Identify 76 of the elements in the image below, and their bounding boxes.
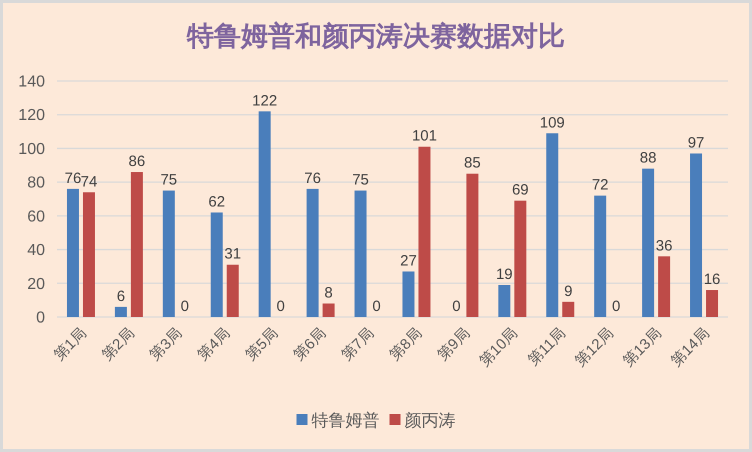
- x-tick-label: 第6局: [290, 324, 330, 364]
- bar: [82, 192, 95, 317]
- bar: [226, 264, 239, 317]
- x-tick-label: 第11局: [524, 324, 570, 370]
- bar: [130, 172, 143, 317]
- bar: [594, 196, 606, 317]
- bar: [258, 111, 271, 317]
- x-tick-label: 第8局: [386, 324, 426, 364]
- x-tick-label: 第7局: [338, 324, 378, 364]
- bar: [706, 290, 718, 317]
- data-label: 0: [452, 298, 461, 315]
- bar: [162, 190, 175, 317]
- x-tick-label: 第10局: [476, 324, 522, 370]
- data-label: 0: [276, 298, 285, 315]
- bar: [66, 188, 79, 317]
- y-tick-label: 40: [27, 242, 46, 260]
- x-tick-label: 第13局: [620, 324, 665, 370]
- bar: [418, 146, 430, 317]
- data-label: 85: [464, 154, 481, 172]
- title: 特鲁姆普和颜丙涛决赛数据对比: [187, 21, 565, 52]
- bar: [514, 200, 526, 317]
- bar: [642, 168, 654, 317]
- bar: [690, 153, 702, 317]
- data-label: 97: [688, 134, 704, 152]
- data-label: 16: [704, 271, 720, 288]
- y-tick-label: 80: [27, 174, 46, 192]
- y-tick-label: 100: [18, 140, 46, 158]
- bar: [354, 190, 367, 317]
- data-label: 101: [412, 128, 437, 145]
- y-tick-label: 60: [27, 208, 46, 226]
- data-label: 122: [252, 92, 278, 110]
- bar: [498, 284, 510, 317]
- data-label: 0: [180, 298, 189, 315]
- x-tick-label: 第14局: [668, 324, 713, 370]
- y-tick-label: 140: [18, 74, 46, 90]
- y-tick-label: 0: [36, 310, 46, 326]
- data-label: 9: [564, 282, 572, 300]
- x-tick-label: 第1局: [50, 324, 90, 364]
- data-label: 88: [640, 150, 656, 167]
- x-tick-label: 第12局: [572, 324, 618, 370]
- x-tick-label: 第4局: [194, 324, 234, 364]
- data-label: 76: [304, 170, 321, 187]
- x-tick-label: 第3局: [146, 324, 186, 364]
- legend-label: 特鲁姆普: [312, 411, 380, 430]
- bar: [546, 133, 558, 317]
- data-label: 74: [80, 173, 98, 190]
- data-label: 75: [160, 172, 178, 189]
- data-label: 19: [496, 266, 513, 283]
- bar: [658, 256, 670, 317]
- legend-label: 颜丙涛: [404, 411, 456, 430]
- bar: [402, 271, 414, 317]
- data-label: 0: [612, 298, 620, 315]
- x-tick-label: 第9局: [434, 324, 474, 364]
- data-label: 6: [116, 288, 126, 305]
- data-label: 76: [64, 170, 82, 187]
- data-label: 0: [372, 298, 381, 315]
- data-label: 86: [128, 153, 146, 170]
- data-label: 62: [208, 193, 226, 210]
- data-label: 8: [324, 284, 333, 302]
- bar: [306, 188, 319, 317]
- data-label: 27: [400, 252, 417, 270]
- data-label: 36: [656, 237, 672, 254]
- y-tick-label: 120: [18, 107, 46, 124]
- x-tick-label: 第5局: [242, 324, 282, 364]
- bar: [114, 306, 127, 317]
- data-label: 72: [592, 176, 609, 194]
- bar: [466, 174, 478, 317]
- data-label: 69: [512, 182, 529, 199]
- bar: [210, 212, 223, 317]
- bar: [322, 304, 335, 317]
- bar: [562, 302, 574, 317]
- y-tick-label: 20: [27, 276, 46, 293]
- data-label: 31: [224, 246, 242, 263]
- data-label: 75: [352, 172, 369, 189]
- x-tick-label: 第2局: [98, 324, 138, 364]
- data-label: 109: [540, 114, 565, 132]
